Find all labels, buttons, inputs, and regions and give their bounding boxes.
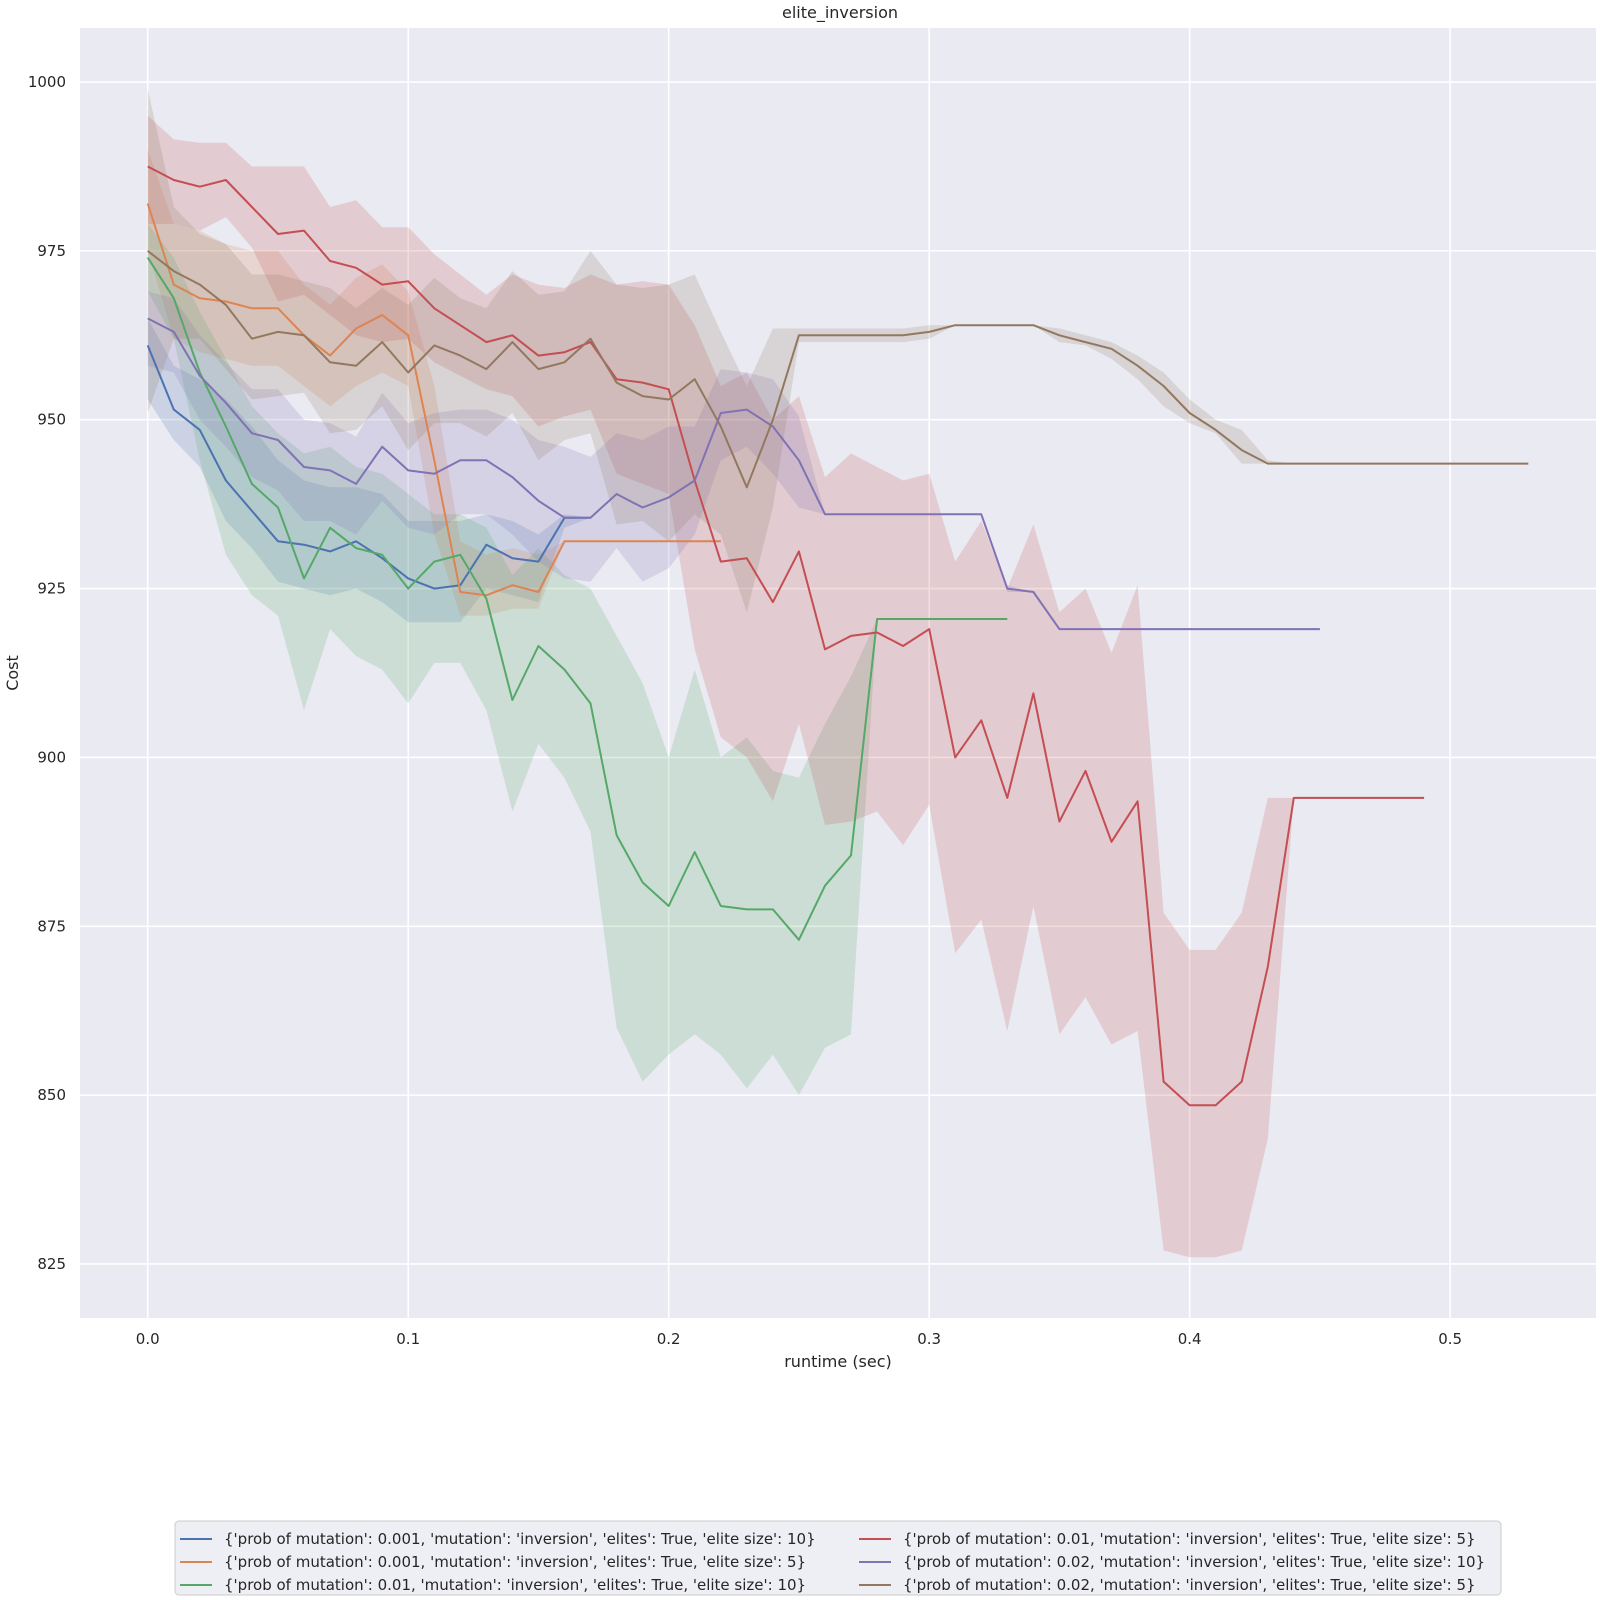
legend-label: {'prob of mutation': 0.02, 'mutation': '…	[903, 1553, 1485, 1571]
series-line	[146, 203, 721, 597]
series-band	[147, 115, 1425, 1258]
legend-label: {'prob of mutation': 0.01, 'mutation': '…	[903, 1530, 1476, 1548]
y-axis-ticks: 825 850 875 900 925 950 975 1000	[28, 73, 66, 1273]
y-tick-label: 975	[37, 242, 66, 260]
y-tick-label: 1000	[28, 73, 66, 91]
series-line	[147, 317, 1320, 631]
y-tick-label: 950	[37, 411, 66, 429]
x-tick-label: 0.2	[657, 1330, 681, 1348]
legend-label: {'prob of mutation': 0.02, 'mutation': '…	[903, 1576, 1476, 1594]
series-line	[146, 345, 591, 590]
y-tick-label: 900	[37, 748, 66, 766]
chart-title: elite_inversion	[782, 3, 898, 23]
y-axis-label: Cost	[3, 655, 22, 691]
legend-frame	[174, 1520, 1502, 1596]
x-tick-label: 0.5	[1438, 1330, 1462, 1348]
y-tick-label: 875	[37, 917, 66, 935]
legend-label: {'prob of mutation': 0.001, 'mutation': …	[224, 1553, 806, 1571]
series-line	[146, 257, 1008, 941]
confidence-bands	[147, 88, 1529, 1258]
series-line	[147, 165, 1425, 1107]
legend-label: {'prob of mutation': 0.001, 'mutation': …	[224, 1530, 816, 1548]
series-band	[147, 318, 591, 623]
legend: {'prob of mutation': 0.001, 'mutation': …	[174, 1520, 1502, 1596]
series-band	[147, 149, 721, 616]
series-lines	[146, 165, 1529, 1107]
x-tick-label: 0.0	[136, 1330, 160, 1348]
series-line	[147, 250, 1529, 489]
x-axis-label: runtime (sec)	[784, 1352, 892, 1371]
y-tick-label: 850	[37, 1086, 66, 1104]
legend-label: {'prob of mutation': 0.01, 'mutation': '…	[224, 1576, 806, 1594]
y-tick-label: 925	[37, 580, 66, 598]
x-tick-label: 0.3	[917, 1330, 941, 1348]
x-tick-label: 0.4	[1178, 1330, 1202, 1348]
series-band	[147, 223, 1008, 1096]
series-band	[147, 88, 1529, 613]
x-axis-ticks: 0.0 0.1 0.2 0.3 0.4 0.5	[136, 1330, 1462, 1348]
y-tick-label: 825	[37, 1255, 66, 1273]
series-band	[147, 291, 1320, 630]
grid-lines	[80, 28, 1596, 1318]
plot-area	[80, 28, 1596, 1318]
x-tick-label: 0.1	[396, 1330, 420, 1348]
